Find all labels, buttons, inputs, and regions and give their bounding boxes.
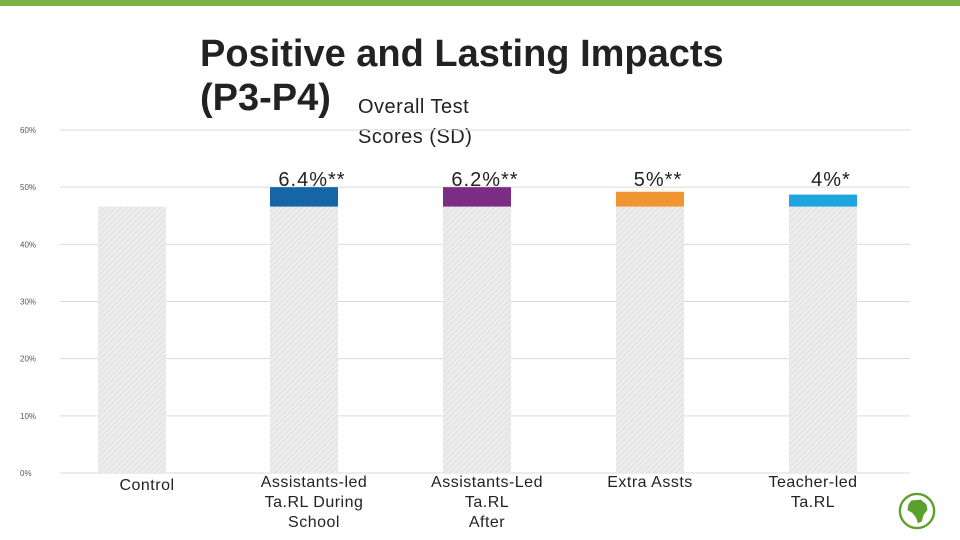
category-label: Extra Assts <box>570 473 730 493</box>
subtitle-line-2: Scores (SD) <box>358 126 473 148</box>
base-bar <box>270 206 338 473</box>
impact-bar <box>270 187 338 207</box>
y-tick-label: 60% <box>20 126 36 135</box>
category-label-line: Extra Assts <box>607 474 693 491</box>
category-label-line: Teacher-led <box>768 474 858 491</box>
category-label: Teacher-led Ta.RL <box>733 473 893 513</box>
y-tick-label: 40% <box>20 240 36 249</box>
y-tick-label: 50% <box>20 183 36 192</box>
category-label: Control <box>67 476 227 496</box>
title-line-2: (P3-P4) <box>200 77 331 119</box>
base-bar <box>443 206 511 473</box>
category-label-line: After <box>468 514 506 531</box>
y-tick-label: 10% <box>20 412 36 421</box>
category-label-line: Assistants-led <box>260 474 368 491</box>
category-label-line: Assistants-Led <box>431 474 543 491</box>
chart-subtitle: Overall Test Scores (SD) <box>358 92 472 152</box>
category-label-line: Control <box>119 477 175 494</box>
y-tick-label: 30% <box>20 298 36 307</box>
impact-bar <box>443 187 511 207</box>
y-tick-label: 0% <box>20 469 32 478</box>
data-label: 6.2%** <box>451 169 518 191</box>
subtitle-line-1: Overall Test <box>358 96 470 118</box>
category-label-line: Ta.RL <box>790 494 836 511</box>
top-accent-bar <box>0 0 960 6</box>
base-bar <box>98 206 166 473</box>
title-line-1: Positive and Lasting Impacts <box>200 33 724 75</box>
data-label: 5%** <box>634 169 682 191</box>
base-bar <box>789 206 857 473</box>
base-bar <box>616 206 684 473</box>
category-label-line: Ta.RL <box>464 494 510 511</box>
impact-bar <box>616 191 684 207</box>
impact-bar <box>789 194 857 207</box>
y-tick-label: 20% <box>20 355 36 364</box>
category-label: Assistants-led Ta.RL During School <box>234 473 394 533</box>
africa-logo-icon <box>898 492 936 530</box>
category-label-line: School <box>288 514 340 531</box>
data-label: 4%* <box>811 169 851 191</box>
data-label: 6.4%** <box>278 169 345 191</box>
category-label-line: Ta.RL During <box>264 494 364 511</box>
category-label: Assistants-Led Ta.RL After <box>407 473 567 533</box>
